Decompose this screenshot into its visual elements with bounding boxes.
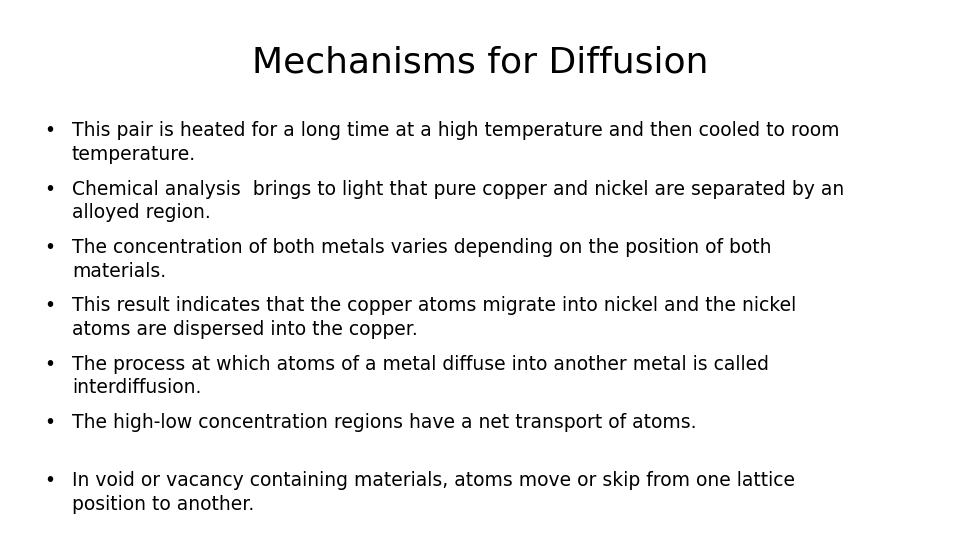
- Text: Mechanisms for Diffusion: Mechanisms for Diffusion: [252, 46, 708, 80]
- Text: Chemical analysis  brings to light that pure copper and nickel are separated by : Chemical analysis brings to light that p…: [72, 180, 844, 222]
- Text: In void or vacancy containing materials, atoms move or skip from one lattice
pos: In void or vacancy containing materials,…: [72, 471, 795, 514]
- Text: •: •: [44, 413, 56, 432]
- Text: This pair is heated for a long time at a high temperature and then cooled to roo: This pair is heated for a long time at a…: [72, 122, 839, 164]
- Text: The concentration of both metals varies depending on the position of both
materi: The concentration of both metals varies …: [72, 238, 772, 281]
- Text: •: •: [44, 180, 56, 199]
- Text: The process at which atoms of a metal diffuse into another metal is called
inter: The process at which atoms of a metal di…: [72, 355, 769, 397]
- Text: •: •: [44, 122, 56, 140]
- Text: This result indicates that the copper atoms migrate into nickel and the nickel
a: This result indicates that the copper at…: [72, 296, 796, 339]
- Text: •: •: [44, 471, 56, 490]
- Text: •: •: [44, 296, 56, 315]
- Text: •: •: [44, 355, 56, 374]
- Text: •: •: [44, 238, 56, 257]
- Text: The high-low concentration regions have a net transport of atoms.: The high-low concentration regions have …: [72, 413, 697, 432]
